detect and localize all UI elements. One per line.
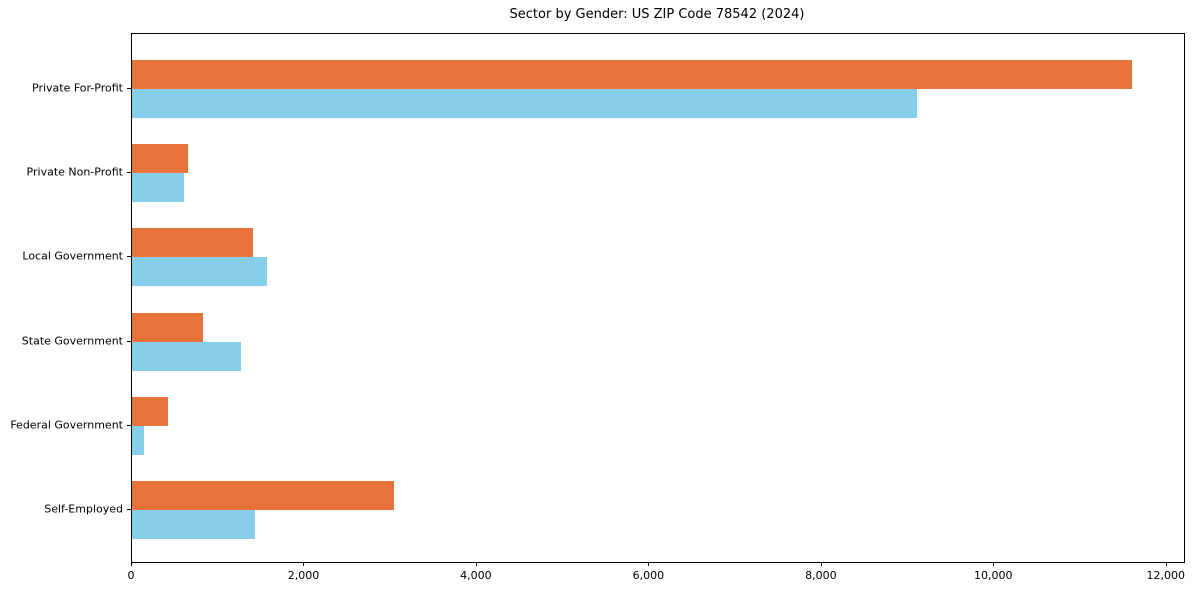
y-tick-label-local-government: Local Government — [22, 249, 123, 263]
x-tick-label-6-000: 6,000 — [632, 569, 665, 582]
y-tick-label-federal-government: Federal Government — [10, 418, 123, 432]
bar-female-state-government — [132, 341, 241, 371]
x-tick-6-000 — [648, 562, 650, 566]
y-tick-federal-government — [127, 424, 131, 426]
bar-female-self-employed — [132, 510, 256, 539]
bar-male-local-government — [132, 228, 253, 258]
y-tick-private-for-profit — [127, 88, 131, 89]
x-tick-label-0: 0 — [127, 569, 135, 582]
x-tick-label-10-000: 10,000 — [974, 569, 1013, 582]
x-tick-label-8-000: 8,000 — [805, 569, 837, 582]
y-tick-local-government — [127, 256, 131, 258]
bar-female-federal-government — [132, 425, 145, 455]
y-tick-label-self-employed: Self-Employed — [44, 502, 123, 516]
x-tick-8-000 — [820, 562, 822, 566]
bar-female-local-government — [132, 257, 267, 287]
y-tick-state-government — [127, 340, 131, 342]
x-tick-2-000 — [303, 562, 305, 566]
x-tick-label-2-000: 2,000 — [287, 569, 320, 582]
bar-female-private-non-profit — [132, 173, 184, 203]
bar-female-private-for-profit — [132, 89, 917, 118]
y-tick-label-private-non-profit: Private Non-Profit — [26, 165, 123, 179]
x-tick-0 — [131, 562, 132, 566]
x-tick-12-000 — [1165, 562, 1167, 566]
bar-male-private-non-profit — [132, 144, 189, 174]
y-tick-self-employed — [127, 509, 131, 510]
bar-male-private-for-profit — [132, 60, 1133, 89]
y-tick-label-private-for-profit: Private For-Profit — [32, 81, 123, 95]
plot-area: Male Female — [131, 33, 1185, 563]
y-tick-private-non-profit — [127, 172, 131, 174]
chart-title: Sector by Gender: US ZIP Code 78542 (202… — [509, 7, 805, 22]
x-tick-label-4-000: 4,000 — [460, 569, 492, 582]
x-tick-4-000 — [475, 562, 477, 566]
bar-male-state-government — [132, 312, 203, 342]
x-tick-10-000 — [993, 562, 995, 566]
y-tick-label-state-government: State Government — [21, 334, 123, 348]
x-tick-label-12-000: 12,000 — [1146, 569, 1186, 582]
bar-male-federal-government — [132, 396, 169, 426]
bar-male-self-employed — [132, 481, 395, 510]
